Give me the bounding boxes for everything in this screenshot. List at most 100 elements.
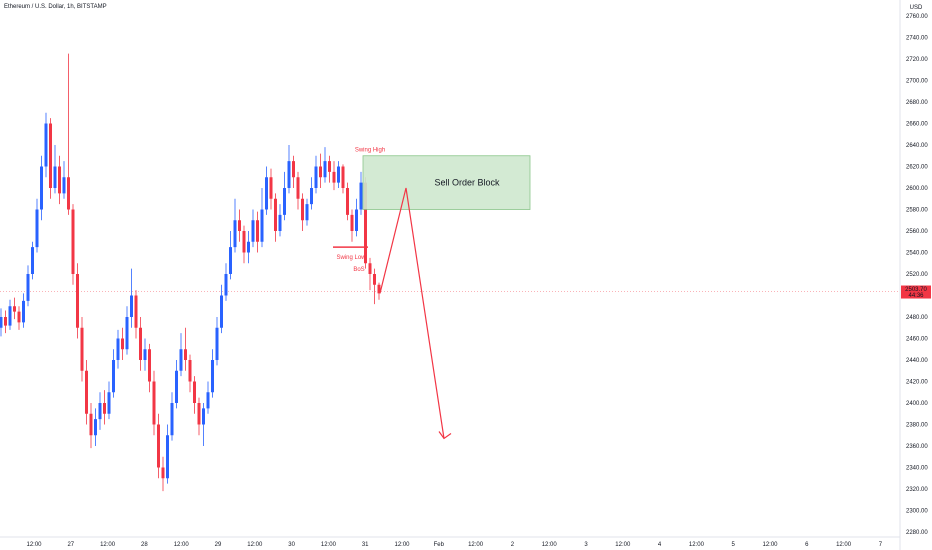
x-tick-label: 2 xyxy=(511,542,515,548)
candle-body xyxy=(355,209,358,231)
candle-body xyxy=(0,317,3,328)
y-tick-label: 2680.00 xyxy=(906,100,928,106)
candle-body xyxy=(139,327,142,360)
y-tick-label: 2560.00 xyxy=(906,229,928,235)
candle-body xyxy=(157,424,160,468)
candle-body xyxy=(197,403,201,425)
y-tick-label: 2580.00 xyxy=(906,208,928,214)
candle-body xyxy=(283,188,286,215)
candle-body xyxy=(332,171,336,183)
x-tick-label: 31 xyxy=(362,542,369,548)
x-tick-label: 27 xyxy=(67,542,74,548)
x-tick-label: 12:00 xyxy=(689,542,705,548)
candle-body xyxy=(251,220,255,242)
x-tick-label: 7 xyxy=(879,542,883,548)
candle-body xyxy=(274,198,277,231)
candle-body xyxy=(373,274,376,285)
x-tick-label: 12:00 xyxy=(394,542,410,548)
candle-body xyxy=(116,338,120,360)
candle-body xyxy=(337,166,340,183)
y-tick-label: 2620.00 xyxy=(906,165,928,171)
x-tick-label: 12:00 xyxy=(321,542,337,548)
candle-body xyxy=(13,306,16,312)
bos-label: BoS xyxy=(353,267,364,273)
candle-body xyxy=(107,392,111,414)
candle-body xyxy=(346,188,349,215)
candle-body xyxy=(125,317,129,350)
x-tick-label: 3 xyxy=(584,542,588,548)
candle-body xyxy=(301,198,304,221)
x-tick-label: 12:00 xyxy=(542,542,558,548)
y-tick-label: 2740.00 xyxy=(906,36,928,42)
candle-body xyxy=(211,360,214,393)
candle-body xyxy=(305,204,309,221)
currency-label: USD xyxy=(910,5,923,11)
candle-body xyxy=(242,231,246,253)
y-tick-label: 2760.00 xyxy=(906,14,928,20)
candle-body xyxy=(148,349,151,382)
projection-arrowhead xyxy=(438,431,452,440)
candle-body xyxy=(328,161,331,172)
candle-body xyxy=(323,161,327,178)
y-tick-label: 2720.00 xyxy=(906,57,928,63)
x-tick-label: 12:00 xyxy=(247,542,263,548)
candle-body xyxy=(364,182,367,264)
candle-body xyxy=(58,166,61,194)
x-tick-label: 30 xyxy=(288,542,295,548)
sell-order-block[interactable] xyxy=(362,155,531,210)
candle-body xyxy=(44,123,48,167)
candle-body xyxy=(49,123,52,188)
candle-body xyxy=(310,188,313,205)
candle-body xyxy=(121,338,124,350)
candle-body xyxy=(179,349,183,371)
candle-body xyxy=(31,247,34,274)
y-tick-label: 2700.00 xyxy=(906,79,928,85)
candle-body xyxy=(143,349,147,360)
candle-body xyxy=(256,220,259,242)
candle-body xyxy=(319,166,322,178)
y-tick-label: 2280.00 xyxy=(906,530,928,536)
countdown-value: 44:36 xyxy=(908,293,924,299)
candle-body xyxy=(341,166,345,188)
candle-body xyxy=(175,370,178,403)
candle-body xyxy=(22,300,25,323)
swing-high-label: Swing High xyxy=(355,148,385,154)
candle-body xyxy=(296,177,300,199)
y-tick-label: 2480.00 xyxy=(906,315,928,321)
candle-body xyxy=(314,166,318,188)
y-tick-label: 2340.00 xyxy=(906,466,928,472)
x-tick-label: 12:00 xyxy=(468,542,484,548)
x-tick-label: 12:00 xyxy=(174,542,190,548)
candle-body xyxy=(269,177,273,199)
candle-body xyxy=(76,274,79,328)
candle-body xyxy=(85,370,88,414)
x-tick-label: 12:00 xyxy=(836,542,852,548)
x-tick-label: 5 xyxy=(732,542,736,548)
candle-body xyxy=(238,220,241,231)
x-tick-label: 12:00 xyxy=(615,542,631,548)
candle-body xyxy=(265,177,268,210)
y-tick-label: 2400.00 xyxy=(906,401,928,407)
candle-body xyxy=(170,403,174,436)
candle-body xyxy=(206,392,210,409)
candle-body xyxy=(184,349,187,360)
candle-body xyxy=(67,177,70,210)
candle-body xyxy=(26,274,30,301)
y-tick-label: 2440.00 xyxy=(906,358,928,364)
candle-body xyxy=(278,214,282,231)
candle-body xyxy=(80,327,84,371)
order-block-label: Sell Order Block xyxy=(434,178,500,188)
x-tick-label: 29 xyxy=(215,542,222,548)
candle-body xyxy=(193,381,196,403)
y-tick-label: 2380.00 xyxy=(906,423,928,429)
candle-body xyxy=(53,166,57,188)
x-tick-label: 6 xyxy=(805,542,809,548)
candle-body xyxy=(368,263,372,274)
candle-body xyxy=(220,295,223,328)
x-tick-label: 12:00 xyxy=(26,542,42,548)
x-tick-label: Feb xyxy=(434,542,445,548)
candle-body xyxy=(260,209,264,242)
candle-body xyxy=(134,295,138,328)
candle-body xyxy=(377,284,381,294)
